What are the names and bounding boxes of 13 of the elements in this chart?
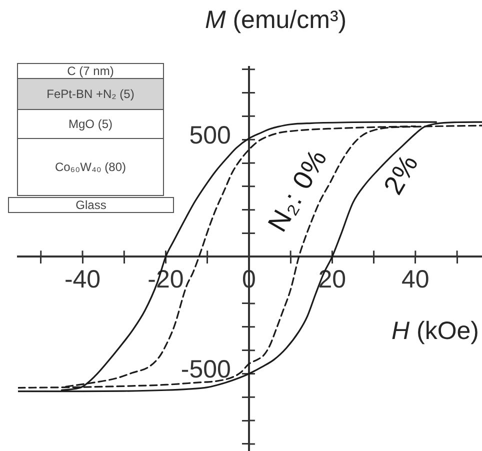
annotation: Co₆₀W₄₀ (80) xyxy=(54,160,126,174)
x-tick-label: 40 xyxy=(402,266,430,294)
x-tick-label: -40 xyxy=(64,266,101,294)
x-axis-title: H (kOe) xyxy=(391,316,479,345)
y-axis-title: M (emu/cm³) xyxy=(204,6,347,34)
y-tick-label: 500 xyxy=(189,121,231,150)
annotation: MgO (5) xyxy=(68,117,112,131)
text: 2% xyxy=(378,148,424,200)
annotation: FePt-BN +N₂ (5) xyxy=(46,87,134,101)
text: N₂: 0% xyxy=(262,144,334,237)
y-tick-label: -500 xyxy=(180,356,231,384)
annotation: Glass xyxy=(76,198,106,212)
annotation: C (7 nm) xyxy=(67,64,114,78)
